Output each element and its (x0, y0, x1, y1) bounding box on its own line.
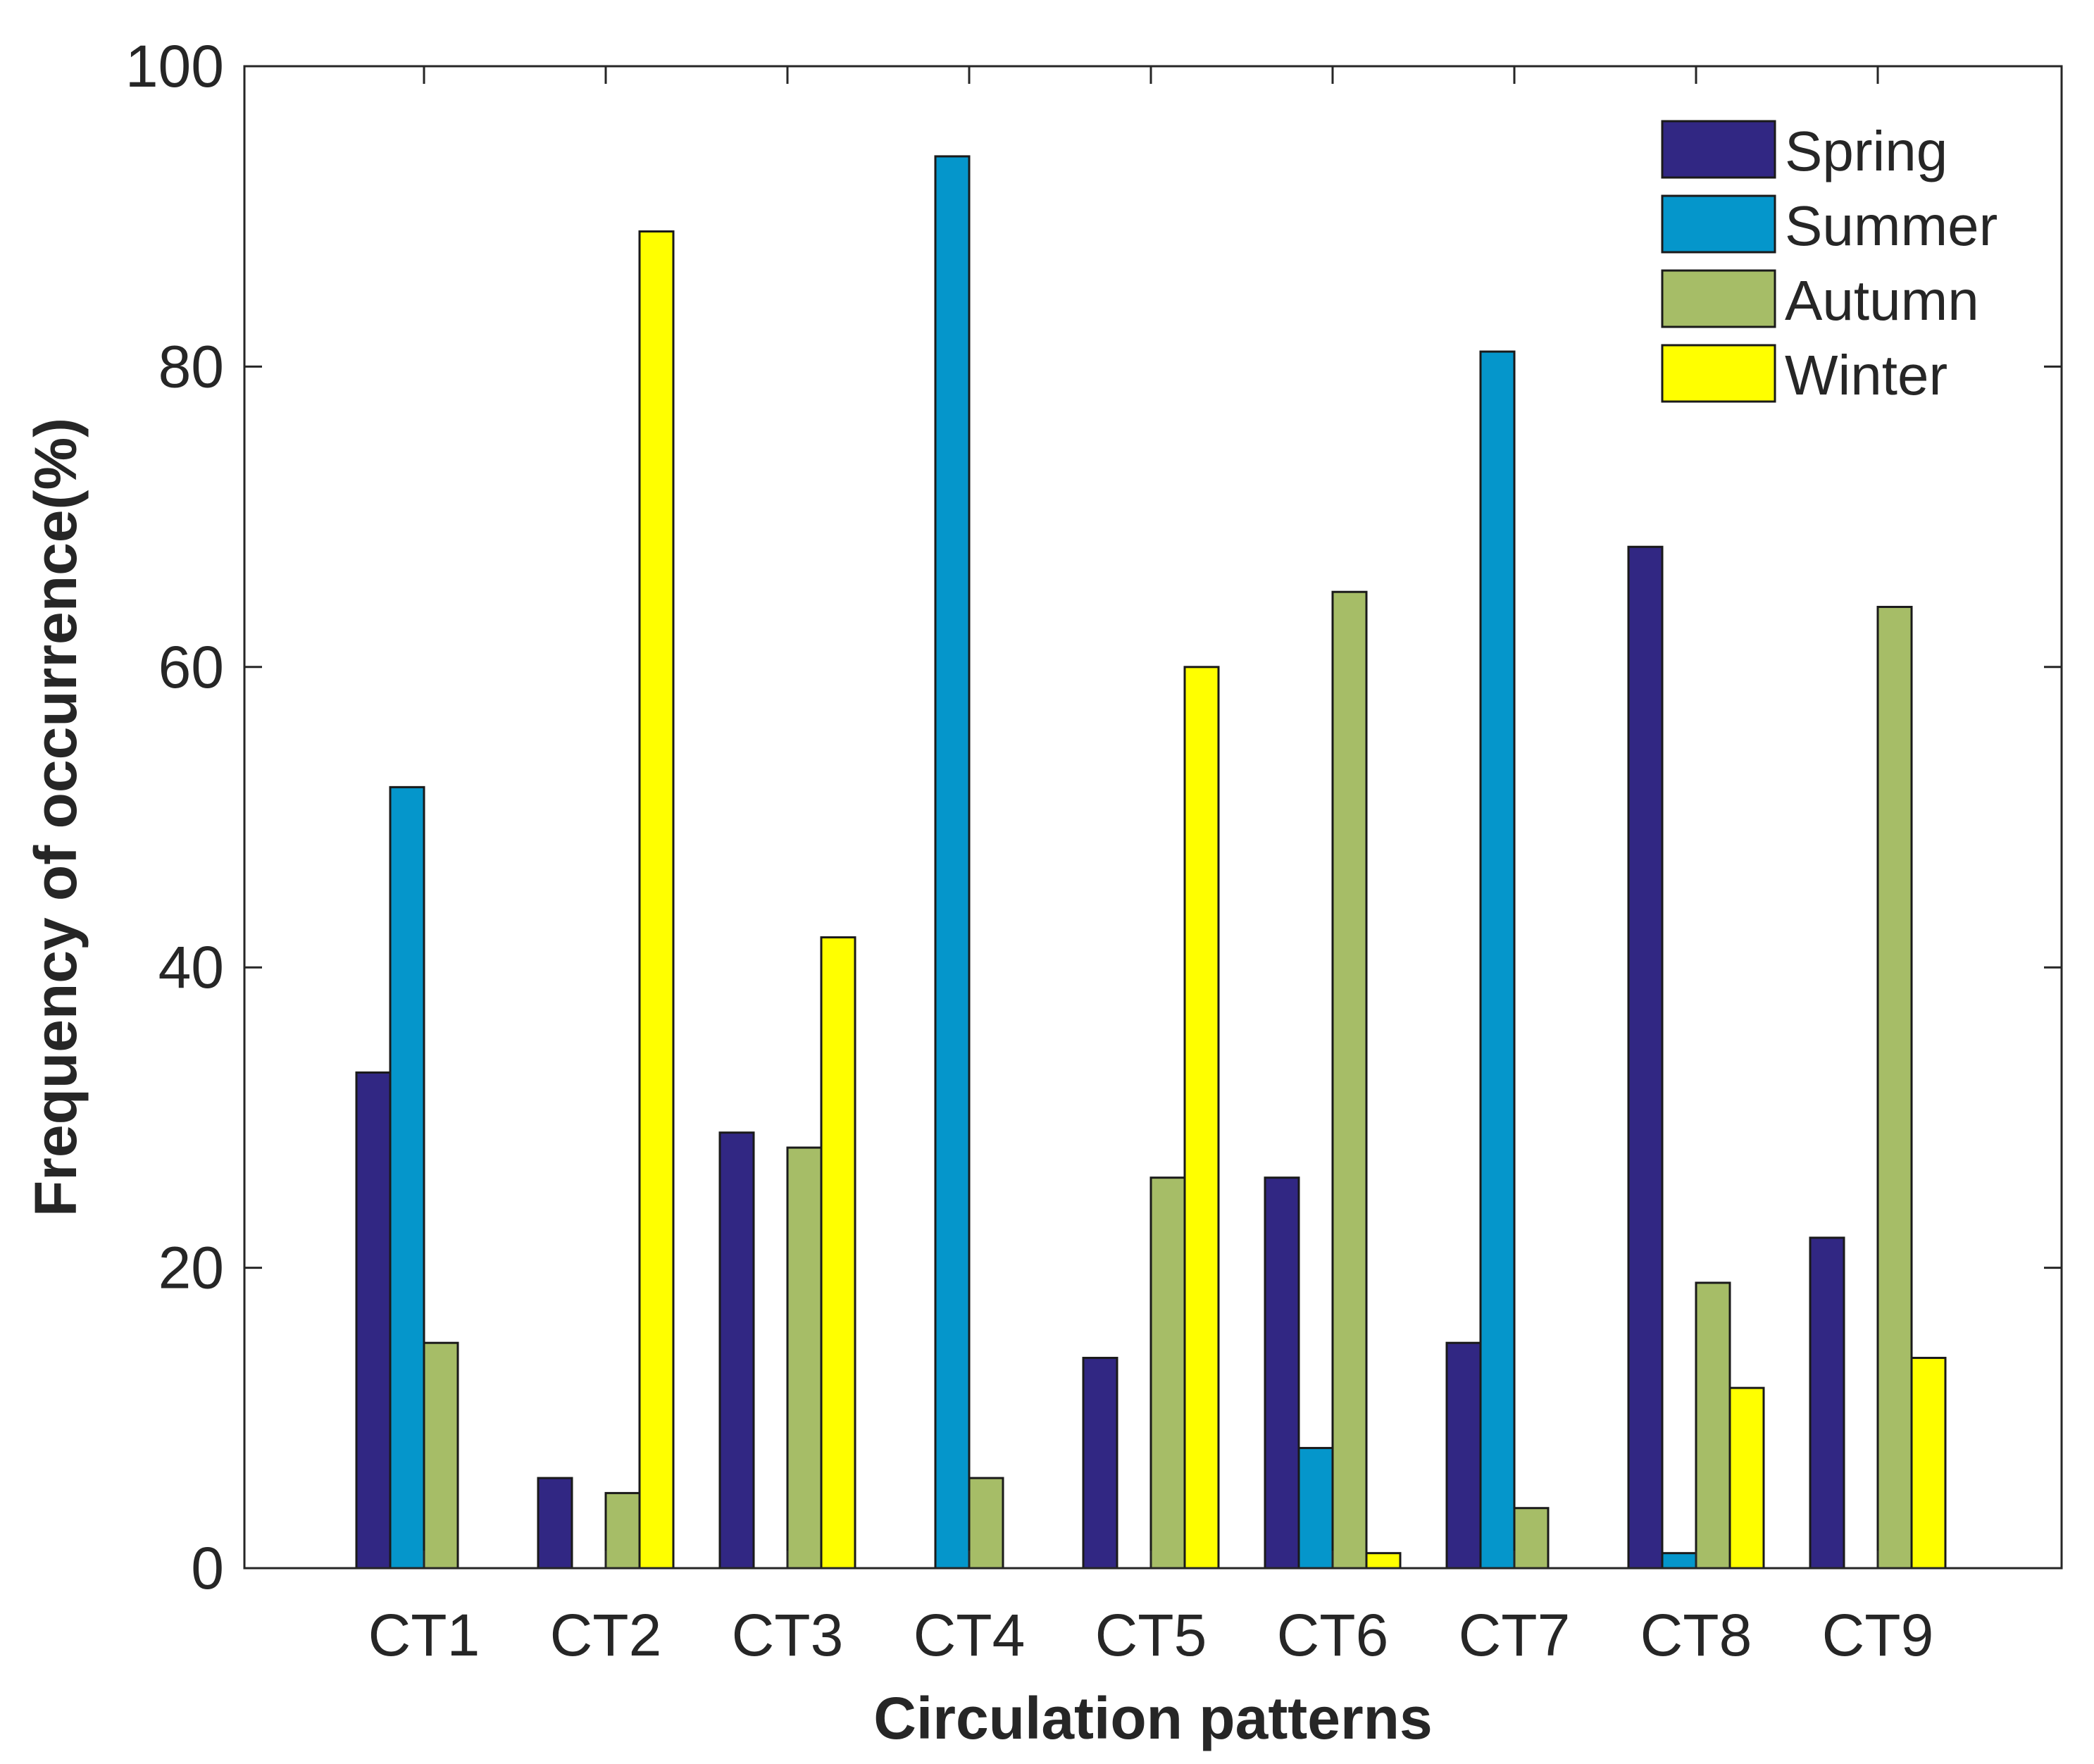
bar-ct7-spring (1445, 1341, 1482, 1570)
x-tick-label: CT1 (368, 1602, 480, 1668)
bar-ct5-spring (1082, 1357, 1118, 1570)
bar-ct4-autumn (968, 1477, 1004, 1570)
bar-ct6-autumn (1331, 590, 1368, 1570)
x-tick-label: CT4 (914, 1602, 1026, 1668)
bar-ct9-spring (1809, 1236, 1845, 1570)
x-tick-label: CT7 (1459, 1602, 1571, 1668)
bar-ct5-autumn (1149, 1176, 1186, 1570)
bar-ct7-autumn (1513, 1507, 1550, 1570)
bar-ct2-winter (638, 230, 675, 1570)
bar-ct4-summer (934, 155, 971, 1570)
legend-label-autumn: Autumn (1785, 269, 1979, 332)
legend-swatch-autumn (1661, 269, 1776, 328)
x-tick-label: CT2 (550, 1602, 662, 1668)
bar-ct1-spring (355, 1071, 392, 1570)
bar-ct6-summer (1297, 1446, 1334, 1570)
bar-ct6-winter (1365, 1552, 1402, 1570)
bar-ct3-spring (718, 1131, 755, 1570)
y-tick-label: 20 (158, 1235, 224, 1301)
bar-ct8-autumn (1695, 1281, 1731, 1570)
plot-frame (243, 65, 2063, 1570)
legend-swatch-spring (1661, 120, 1776, 179)
x-axis-title: Circulation patterns (873, 1685, 1432, 1751)
bar-ct9-autumn (1876, 606, 1913, 1570)
bar-ct3-winter (820, 936, 856, 1570)
bar-ct2-spring (537, 1477, 573, 1570)
bar-ct6-spring (1264, 1176, 1300, 1570)
bar-ct5-winter (1183, 666, 1220, 1570)
legend-swatch-summer (1661, 194, 1776, 254)
legend-swatch-winter (1661, 344, 1776, 403)
x-tick-label: CT6 (1277, 1602, 1389, 1668)
legend: Spring Summer Autumn Winter (1650, 106, 2044, 416)
x-tick-label: CT9 (1822, 1602, 1934, 1668)
x-tick-label: CT5 (1095, 1602, 1207, 1668)
x-tick-label: CT3 (732, 1602, 844, 1668)
bar-ct1-autumn (423, 1341, 459, 1570)
y-tick-label: 0 (191, 1535, 224, 1601)
bar-ct8-spring (1627, 545, 1664, 1570)
bar-ct8-summer (1661, 1552, 1697, 1570)
y-tick-label: 100 (125, 33, 224, 99)
bar-ct3-autumn (786, 1146, 823, 1570)
legend-label-spring: Spring (1785, 120, 1947, 182)
bar-ct1-summer (389, 785, 425, 1570)
y-tick-label: 80 (158, 333, 224, 399)
y-tick-label: 60 (158, 634, 224, 700)
bar-ct8-winter (1728, 1386, 1765, 1570)
bar-ct9-winter (1910, 1357, 1947, 1570)
y-tick-label: 40 (158, 934, 224, 1000)
x-tick-label: CT8 (1640, 1602, 1752, 1668)
bar-ct7-summer (1479, 350, 1516, 1570)
y-axis-title: Frequency of occurrence(%) (23, 418, 89, 1217)
legend-label-summer: Summer (1785, 194, 1998, 257)
bar-ct2-autumn (604, 1491, 641, 1570)
legend-label-winter: Winter (1785, 344, 1947, 406)
